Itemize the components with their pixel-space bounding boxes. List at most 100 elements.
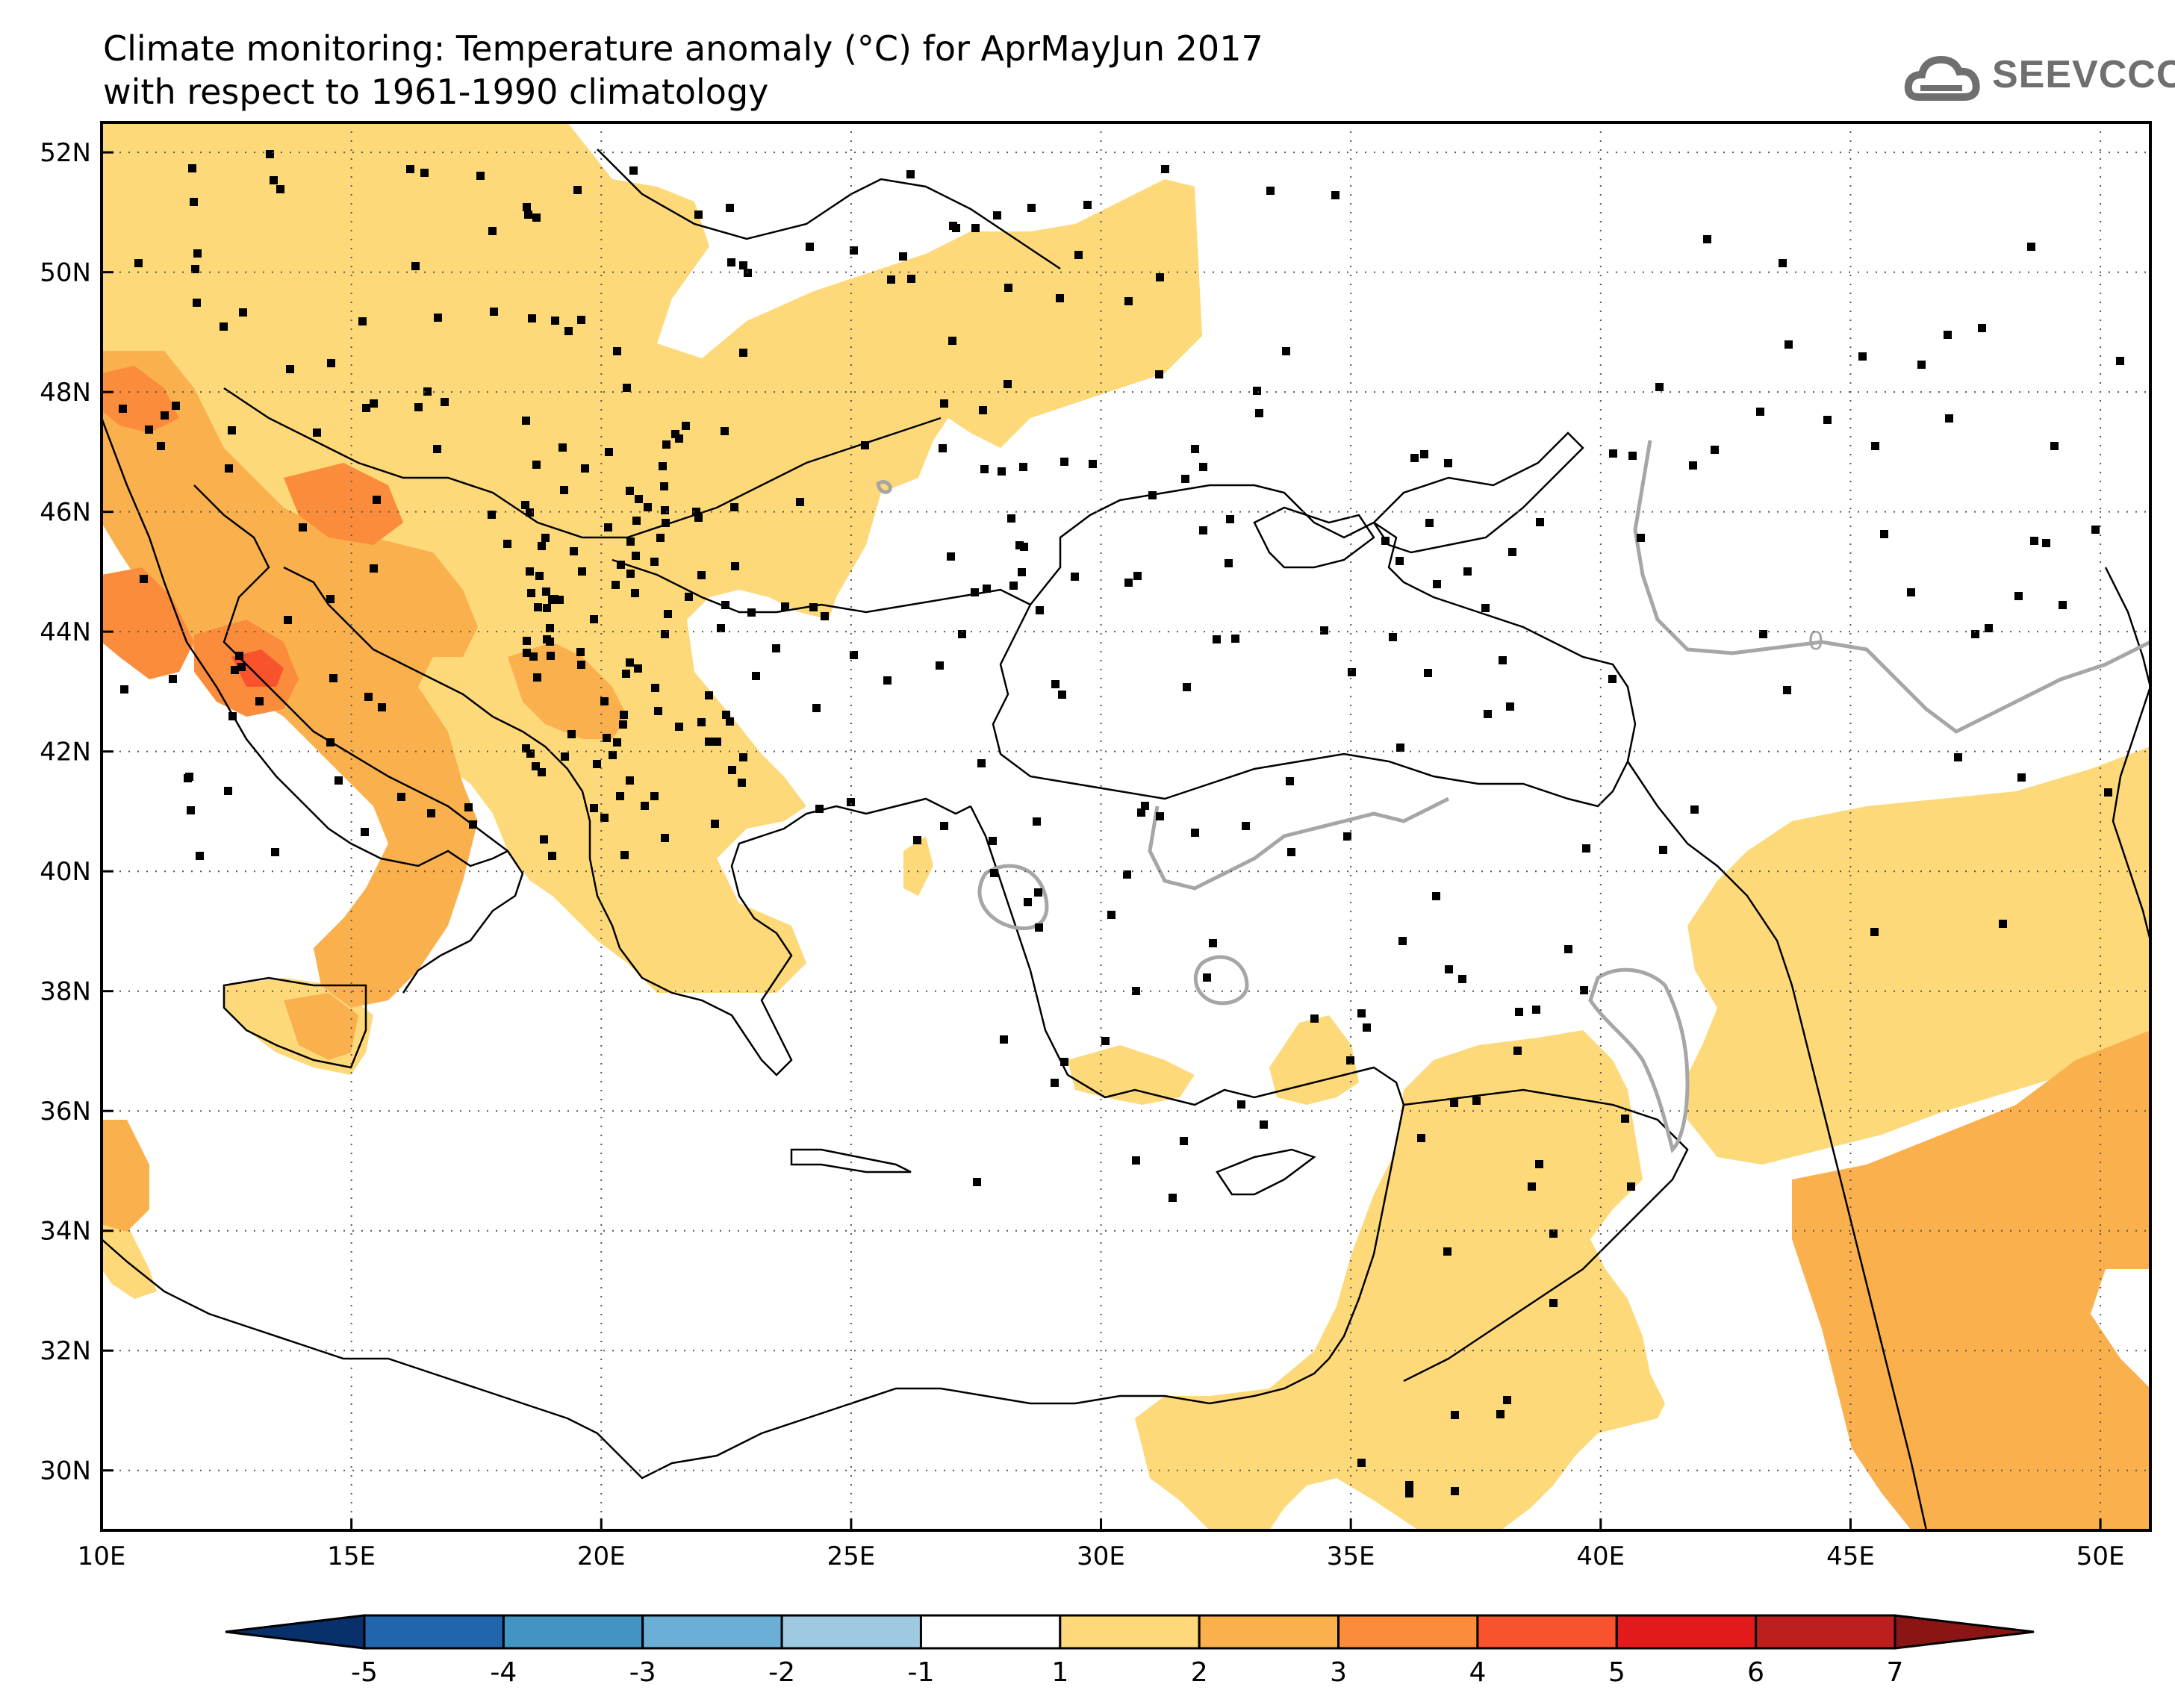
colorbar-segment	[1337, 1614, 1479, 1650]
station-marker	[573, 186, 582, 194]
colorbar-label: 6	[1747, 1657, 1764, 1688]
station-marker	[556, 596, 564, 604]
station-marker	[284, 616, 292, 624]
lat-tick-label: 34N	[40, 1217, 91, 1247]
station-marker	[1759, 630, 1767, 638]
station-marker	[378, 703, 386, 711]
station-marker	[983, 585, 991, 593]
station-marker	[526, 749, 535, 758]
station-marker	[1004, 380, 1012, 388]
station-marker	[266, 150, 274, 158]
coast-greece	[619, 797, 971, 1076]
station-marker	[1823, 416, 1832, 424]
anomaly-area-2-3-croatia	[508, 642, 627, 739]
station-marker	[1260, 1121, 1268, 1129]
station-marker	[224, 787, 232, 795]
station-marker	[752, 672, 760, 680]
station-marker	[1133, 572, 1142, 580]
station-marker	[220, 322, 228, 331]
station-marker	[821, 612, 829, 620]
station-marker	[593, 760, 601, 768]
seevccc-logo: SEEVCCC	[1904, 43, 2175, 110]
station-marker	[1242, 822, 1250, 830]
station-marker	[664, 610, 672, 618]
station-marker	[161, 411, 169, 420]
station-marker	[532, 214, 541, 222]
station-marker	[883, 676, 892, 685]
station-marker	[990, 869, 998, 877]
station-marker	[685, 593, 693, 601]
lon-tick-label: 15E	[327, 1542, 376, 1571]
station-marker	[538, 768, 546, 776]
coast-caspian	[2104, 567, 2150, 941]
station-marker	[551, 317, 559, 325]
station-marker	[362, 404, 370, 412]
station-marker	[939, 444, 947, 452]
station-marker	[1999, 920, 2007, 928]
station-marker	[1445, 965, 1453, 973]
colorbar-segment	[1615, 1614, 1758, 1650]
station-marker	[558, 443, 567, 452]
station-marker	[635, 495, 643, 503]
station-marker	[1420, 450, 1428, 458]
station-marker	[2059, 601, 2067, 609]
station-marker	[1237, 1100, 1245, 1109]
coast-adriatic-east	[283, 566, 621, 949]
station-marker	[313, 428, 321, 437]
coastlines	[102, 149, 2150, 1530]
station-marker	[947, 552, 955, 561]
station-marker	[548, 596, 556, 604]
station-marker	[721, 601, 729, 609]
station-marker	[1443, 1247, 1451, 1256]
station-marker	[705, 738, 713, 746]
station-marker	[1580, 986, 1588, 994]
station-marker	[726, 717, 734, 726]
colorbar-label: -1	[908, 1657, 935, 1688]
station-marker	[1513, 1047, 1522, 1055]
colorbar-min-arrow	[225, 1614, 366, 1650]
station-marker	[578, 567, 586, 576]
station-marker	[717, 624, 725, 632]
station-marker	[1034, 888, 1042, 897]
station-marker	[747, 608, 756, 617]
station-marker	[397, 793, 405, 801]
station-marker	[420, 169, 429, 177]
coast-north-africa	[102, 1238, 1330, 1480]
station-marker	[1266, 187, 1275, 195]
station-marker	[564, 327, 573, 335]
station-marker	[1463, 567, 1472, 576]
station-marker	[542, 587, 550, 596]
station-marker	[1880, 530, 1888, 538]
station-marker	[631, 589, 639, 597]
station-marker	[327, 359, 335, 367]
station-marker	[271, 848, 279, 856]
station-marker	[1132, 1156, 1140, 1165]
station-marker	[1609, 449, 1617, 458]
station-markers	[119, 150, 2124, 1497]
station-marker	[335, 776, 343, 785]
station-marker	[2091, 526, 2100, 534]
station-marker	[1444, 459, 1452, 467]
station-marker	[503, 540, 511, 548]
station-marker	[1203, 973, 1211, 982]
station-marker	[145, 426, 153, 434]
station-marker	[906, 170, 915, 178]
station-marker	[370, 564, 378, 573]
lat-tick-label: 36N	[40, 1097, 91, 1126]
station-marker	[488, 227, 497, 235]
colorbar-segment	[1476, 1614, 1618, 1650]
station-marker	[1535, 1160, 1543, 1168]
station-marker	[193, 299, 201, 307]
station-marker	[1472, 1097, 1481, 1105]
station-marker	[522, 417, 530, 425]
station-marker	[361, 828, 369, 836]
station-marker	[1549, 1229, 1558, 1238]
station-marker	[1287, 848, 1295, 856]
station-marker	[632, 517, 641, 525]
station-marker	[692, 508, 700, 516]
station-marker	[543, 604, 551, 612]
station-marker	[806, 243, 814, 251]
anomaly-area-4-5-italy	[231, 649, 284, 687]
station-marker	[739, 261, 747, 269]
colorbar-label: -2	[768, 1657, 795, 1688]
